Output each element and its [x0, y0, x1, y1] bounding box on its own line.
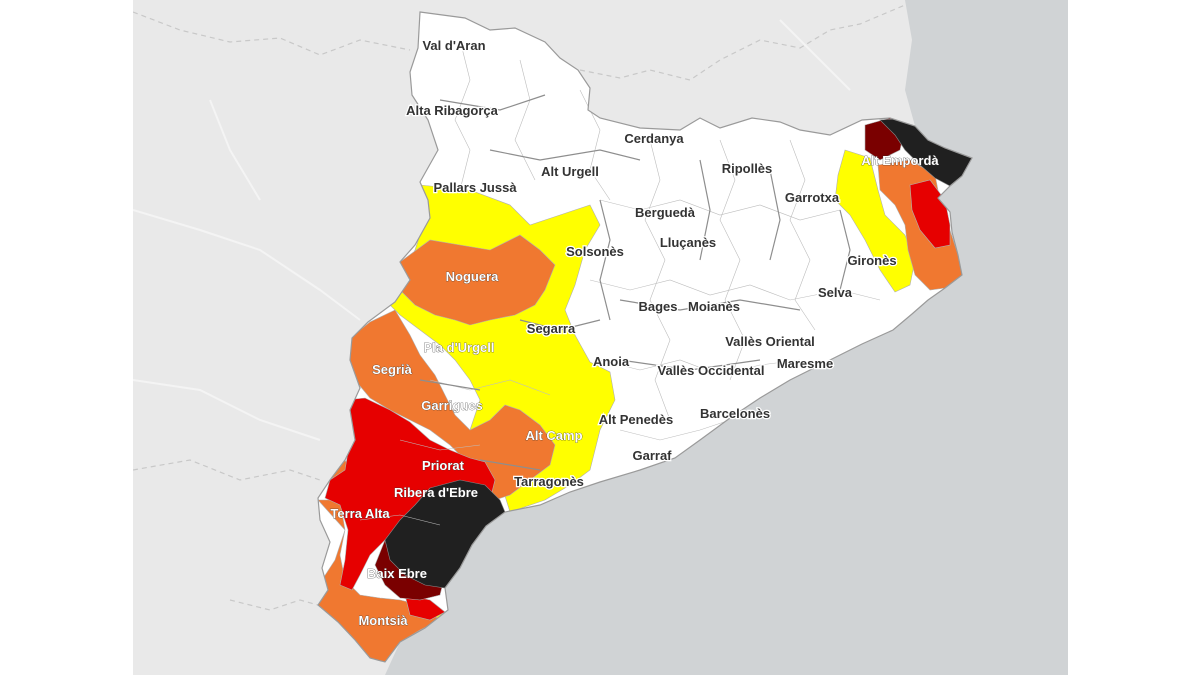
comarca-label: Terra Alta	[330, 506, 390, 521]
comarca-label: Ribera d'Ebre	[394, 485, 478, 500]
comarca-label: Montsià	[358, 613, 408, 628]
comarca-label: Segrià	[372, 362, 413, 377]
comarca-label: Selva	[818, 285, 853, 300]
comarca-label: Pallars Jussà	[433, 180, 517, 195]
comarca-label: Pla d'Urgell	[424, 340, 495, 355]
comarca-label: Lluçanès	[660, 235, 716, 250]
map-frame[interactable]: Val d'Aran Alta Ribagorça Cerdanya Alt Urge…	[133, 0, 1068, 675]
catalonia-fire-risk-map[interactable]: Val d'Aran Alta Ribagorça Cerdanya Alt Urge…	[133, 0, 1068, 675]
comarca-label: Alta Ribagorça	[406, 103, 499, 118]
comarca-label: Baix Ebre	[367, 566, 427, 581]
comarca-label: Moianès	[688, 299, 740, 314]
comarca-label: Segarra	[527, 321, 576, 336]
comarca-label: Vallès Oriental	[725, 334, 815, 349]
comarca-label: Bages	[638, 299, 677, 314]
comarca-label: Berguedà	[635, 205, 696, 220]
comarca-labels: Val d'Aran Alta Ribagorça Cerdanya Alt Urge…	[330, 37, 940, 629]
comarca-label: Ripollès	[722, 161, 773, 176]
comarca-label: Tarragonès	[514, 474, 584, 489]
sea-area	[385, 0, 1068, 675]
comarca-label: Barcelonès	[700, 406, 770, 421]
comarca-label: Solsonès	[566, 244, 624, 259]
comarca-label: Vallès Occidental	[658, 363, 765, 378]
comarca-label: Alt Camp	[525, 428, 582, 443]
comarca-label: Priorat	[422, 458, 465, 473]
background-roads	[133, 19, 851, 441]
comarca-label: Val d'Aran	[422, 38, 485, 53]
comarca-label: Alt Empordà	[861, 153, 939, 168]
comarca-label: Cerdanya	[624, 131, 684, 146]
municipal-boundaries	[359, 39, 881, 526]
comarca-label: Anoia	[593, 354, 630, 369]
comarca-label: Maresme	[777, 356, 833, 371]
comarca-label: Gironès	[847, 253, 896, 268]
comarca-label: Alt Urgell	[541, 164, 599, 179]
comarca-label: Noguera	[446, 269, 500, 284]
comarca-label: Garraf	[632, 448, 672, 463]
comarca-label: Alt Penedès	[599, 412, 673, 427]
comarca-label: Garrigues	[421, 398, 482, 413]
comarca-label: Garrotxa	[785, 190, 840, 205]
background-borders	[133, 4, 906, 611]
comarca-boundaries	[419, 94, 851, 471]
